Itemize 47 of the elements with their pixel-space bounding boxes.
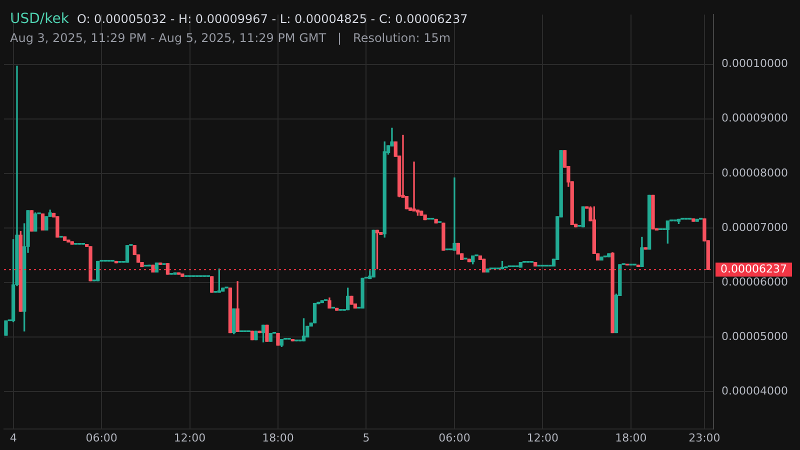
candlestick — [62, 236, 67, 241]
text: Aug 3, 2025, 11:29 PM - Aug 5, 2025, 11:29 PM GMT | Resolution: 15m — [10, 31, 452, 45]
x-tick-label: 12:00 — [526, 431, 559, 444]
candlestick — [151, 264, 155, 273]
y-tick-label: 0.00009000 — [722, 112, 788, 125]
candlestick — [265, 324, 269, 342]
x-tick-label: 06:00 — [86, 431, 118, 444]
candlestick — [486, 268, 490, 273]
candlestick — [66, 240, 70, 242]
candlestick — [651, 194, 655, 230]
chart-title: USD/kek — [10, 11, 69, 27]
candlestick — [290, 338, 295, 342]
candlestick — [268, 332, 272, 342]
candlestick — [360, 278, 364, 309]
ref-line-label: 0.00006237 — [720, 262, 787, 276]
candlestick — [434, 218, 438, 224]
candlestick — [125, 245, 130, 263]
candlestick — [420, 210, 424, 216]
candlestick — [173, 272, 177, 275]
y-tick-label: 0.00004000 — [722, 384, 788, 398]
candlestick — [312, 302, 317, 324]
candlestick — [180, 273, 184, 277]
x-tick-label: 12:00 — [174, 431, 206, 444]
x-tick-label: 18:00 — [615, 431, 647, 444]
candlestick — [56, 216, 60, 238]
x-tick-label: 18:00 — [262, 431, 294, 444]
annotation: O: 0.00005032 - H: 0.00009967 - L: 0.00004825 - C: 0.00006237 — [76, 12, 468, 26]
x-tick-label: 4 — [10, 431, 17, 444]
candlestick — [350, 296, 354, 305]
candlestick — [254, 330, 258, 340]
y-tick-label: 0.00010000 — [722, 57, 788, 70]
candlestick — [423, 214, 427, 220]
y-tick-label: 0.00007000 — [722, 220, 788, 234]
y-tick-label: 0.00006000 — [722, 275, 788, 288]
candlestick — [320, 300, 324, 304]
x-tick-label: 5 — [362, 431, 370, 444]
y-tick-label: 0.00008000 — [722, 166, 788, 180]
x-tick-label: 23:00 — [688, 431, 720, 444]
candlestick — [4, 320, 8, 336]
x-tick-label: 06:00 — [438, 431, 470, 444]
candlestick — [695, 218, 699, 222]
y-tick-label: 0.00005000 — [722, 330, 788, 343]
candlestick — [276, 332, 280, 346]
candlestick — [442, 222, 446, 251]
candlestick — [692, 218, 696, 222]
candlestick — [166, 263, 170, 275]
candlestick — [600, 256, 604, 261]
